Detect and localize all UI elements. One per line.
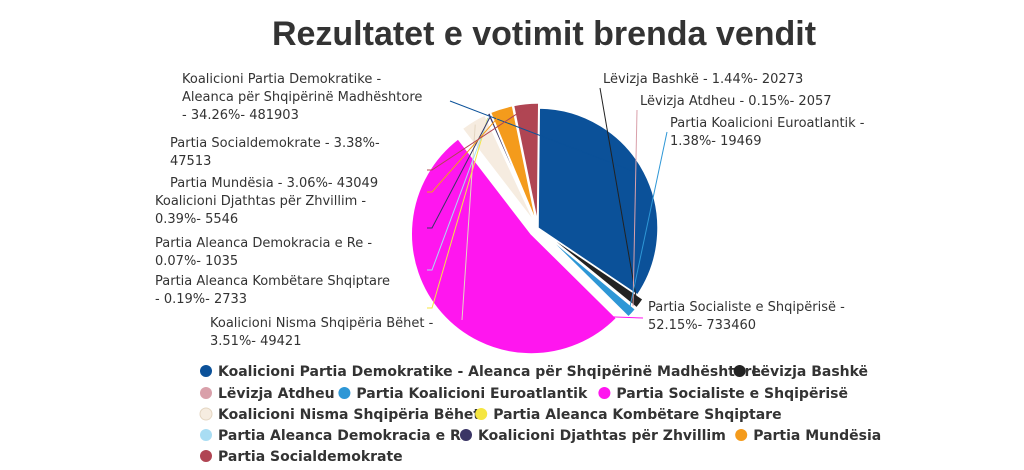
chart-title: Rezultatet e votimit brenda vendit (272, 15, 816, 53)
slice-label-koalicioni-djathtas-per-zhvillim: Koalicioni Djathtas për Zhvillim - 0.39%-… (155, 194, 366, 227)
legend-marker-partia-socialdemokrate (200, 450, 212, 462)
legend-marker-partia-aleanca-demokracia-e-re (200, 429, 212, 441)
slice-partia-mundesia (489, 104, 538, 224)
slice-label-partia-koalicioni-euroatlantik: Partia Koalicioni Euroatlantik - 1.38%- 1… (670, 116, 865, 149)
legend-marker-partia-socialiste-e-shqiperise (598, 387, 611, 399)
legend-marker-partia-aleanca-kombetare-shqiptare (475, 408, 488, 420)
slice-label-line: Lëvizja Bashkë - 1.44%- 20273 (603, 72, 803, 87)
label-connector (427, 117, 489, 309)
slice-label-koalicioni-partia-demokratike-aleanca-per-shqiperine-madheshtore: Koalicioni Partia Demokratike - Aleanca p… (182, 72, 422, 123)
legend-item-koalicioni-djathtas-per-zhvillim[interactable]: Koalicioni Djathtas për Zhvillim (478, 428, 726, 444)
slice-label-line: Partia Koalicioni Euroatlantik - (670, 116, 865, 131)
legend-item-partia-koalicioni-euroatlantik[interactable]: Partia Koalicioni Euroatlantik (356, 386, 588, 402)
slice-partia-socialiste-e-shqiperise (410, 137, 618, 355)
slice-label-line: 0.39%- 5546 (155, 212, 238, 227)
legend-marker-koalicioni-partia-demokratike-aleanca-per-shqiperine-madheshtore (200, 365, 212, 377)
slice-label-line: Partia Aleanca Demokracia e Re - (155, 236, 372, 251)
slice-label-line: Partia Socialiste e Shqipërisë - (648, 300, 845, 315)
slice-label-koalicioni-nisma-shqiperia-behet: Koalicioni Nisma Shqipëria Bëhet - 3.51%-… (210, 316, 434, 349)
slice-label-line: Partia Socialdemokrate - 3.38%- (170, 136, 380, 151)
legend-item-partia-socialiste-e-shqiperise[interactable]: Partia Socialiste e Shqipërisë (616, 386, 848, 402)
slice-label-partia-socialiste-e-shqiperise: Partia Socialiste e Shqipërisë - 52.15%- … (648, 300, 845, 333)
slice-label-levizja-atdheu: Lëvizja Atdheu - 0.15%- 2057 (640, 94, 832, 109)
legend-item-koalicioni-nisma-shqiperia-behet[interactable]: Koalicioni Nisma Shqipëria Bëhet (218, 407, 480, 423)
label-connector (632, 109, 638, 307)
label-connector (427, 116, 491, 229)
slice-label-line: Partia Mundësia - 3.06%- 43049 (170, 176, 378, 191)
legend-item-partia-aleanca-kombetare-shqiptare[interactable]: Partia Aleanca Kombëtare Shqiptare (493, 407, 781, 423)
slice-label-partia-mundesia: Partia Mundësia - 3.06%- 43049 (170, 176, 378, 191)
slice-label-line: 47513 (170, 154, 211, 169)
slice-label-line: - 34.26%- 481903 (182, 108, 299, 123)
slice-label-line: 1.38%- 19469 (670, 134, 761, 149)
pie-slices (410, 102, 659, 355)
legend-item-koalicioni-partia-demokratike-aleanca-per-shqiperine-madheshtore[interactable]: Koalicioni Partia Demokratike - Aleanca … (218, 364, 761, 380)
label-connector (449, 100, 641, 175)
legend-marker-koalicioni-djathtas-per-zhvillim (460, 429, 472, 441)
label-connector (461, 124, 476, 321)
legend-item-partia-socialdemokrate[interactable]: Partia Socialdemokrate (218, 449, 403, 465)
label-connector (628, 131, 668, 311)
slice-label-partia-aleanca-kombetare-shqiptare: Partia Aleanca Kombëtare Shqiptare - 0.19… (155, 274, 390, 307)
slice-label-line: Aleanca për Shqipërinë Madhështore (182, 90, 422, 105)
slice-label-line: 0.07%- 1035 (155, 254, 238, 269)
slice-label-line: Koalicioni Djathtas për Zhvillim - (155, 194, 366, 209)
slice-label-partia-aleanca-demokracia-e-re: Partia Aleanca Demokracia e Re - 0.07%- 1… (155, 236, 372, 269)
label-connector (427, 117, 490, 271)
label-connector (599, 87, 638, 302)
legend-item-levizja-bashke[interactable]: Lëvizja Bashkë (752, 364, 868, 380)
label-connector (444, 310, 644, 319)
slice-label-line: Koalicioni Nisma Shqipëria Bëhet - (210, 316, 434, 331)
slice-label-line: - 0.19%- 2733 (155, 292, 247, 307)
slice-label-line: 52.15%- 733460 (648, 318, 756, 333)
label-connector (427, 107, 527, 171)
slice-label-partia-socialdemokrate: Partia Socialdemokrate - 3.38%- 47513 (170, 136, 380, 169)
legend-marker-levizja-bashke (733, 365, 746, 377)
slice-label-line: Koalicioni Partia Demokratike - (182, 72, 381, 87)
legend-marker-partia-mundesia (735, 429, 748, 441)
legend-marker-partia-koalicioni-euroatlantik (338, 387, 351, 399)
legend-item-partia-mundesia[interactable]: Partia Mundësia (753, 428, 881, 444)
slice-label-levizja-bashke: Lëvizja Bashkë - 1.44%- 20273 (603, 72, 803, 87)
slice-label-line: Lëvizja Atdheu - 0.15%- 2057 (640, 94, 832, 109)
slice-label-line: Partia Aleanca Kombëtare Shqiptare (155, 274, 390, 289)
legend-item-levizja-atdheu[interactable]: Lëvizja Atdheu (218, 386, 335, 402)
slice-label-line: 3.51%- 49421 (210, 334, 301, 349)
legend-marker-levizja-atdheu (200, 387, 212, 399)
legend-marker-koalicioni-nisma-shqiperia-behet (199, 407, 213, 421)
legend: Koalicioni Partia Demokratike - Aleanca … (199, 364, 881, 465)
slice-labels: Koalicioni Partia Demokratike - Aleanca p… (155, 72, 865, 349)
legend-item-partia-aleanca-demokracia-e-re[interactable]: Partia Aleanca Demokracia e Re (218, 428, 470, 444)
